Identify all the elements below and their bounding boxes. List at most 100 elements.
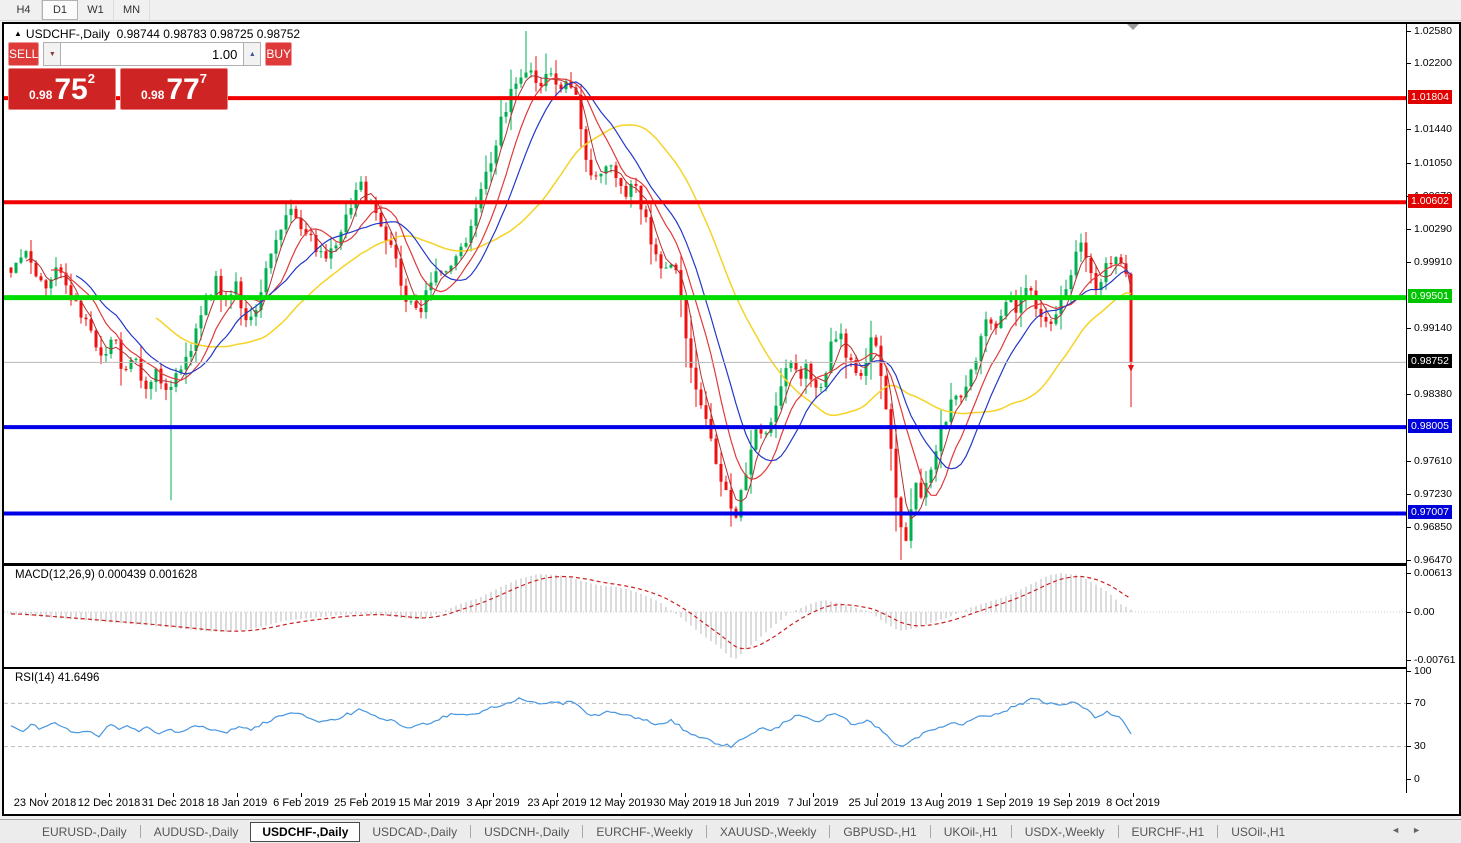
buy-price-sup: 7 [199,71,207,86]
date-label: 8 Oct 2019 [1106,797,1160,809]
chart-legend: ▲ USDCHF-,Daily 0.98744 0.98783 0.98725 0… [14,27,300,41]
rsi-tick: 70 [1414,697,1426,709]
tab-divider [139,825,141,838]
tab-divider [1117,825,1119,838]
time-axis[interactable]: 23 Nov 2018 12 Dec 2018 31 Dec 2018 18 Jan … [4,793,1406,814]
date-label: 19 Sep 2019 [1037,797,1101,809]
chart-tab-usdx-weekly[interactable]: USDX-,Weekly [1024,824,1105,839]
date-tick-mark [429,793,430,797]
current-price-badge: 0.98752 [1408,354,1452,368]
chart-shift-icon[interactable] [1126,24,1140,30]
chart-tab-ukoil-h1[interactable]: UKOil-,H1 [943,824,998,839]
volume-increase-button[interactable]: ▲ [243,42,262,66]
tab-divider [1217,825,1219,838]
ohlc-values: 0.98744 0.98783 0.98725 0.98752 [116,27,301,41]
date-label: 15 Mar 2019 [398,797,460,809]
tab-divider [470,825,472,838]
rsi-tick: 0 [1414,773,1420,785]
candlestick-chart[interactable] [4,24,1406,563]
symbol-period-label: USDCHF-,Daily [25,27,110,41]
tick-mark [1407,573,1411,574]
chart-tab-usoil-h1[interactable]: USOil-,H1 [1231,824,1286,839]
date-label: 12 Dec 2018 [77,797,141,809]
date-label: 6 Feb 2019 [273,797,329,809]
rsi-tick: 100 [1414,665,1432,677]
collapse-triangle-icon[interactable]: ▲ [14,29,22,38]
price-tick: 1.01440 [1414,123,1452,135]
tick-mark [1407,779,1411,780]
chart-tab-usdchf-daily[interactable]: USDCHF-,Daily [250,821,361,842]
volume-decrease-button[interactable]: ▼ [43,42,62,66]
buy-button[interactable]: BUY [265,42,293,66]
date-tick-mark [365,793,366,797]
date-label: 18 Jun 2019 [718,797,780,809]
chart-tab-eurusd-daily[interactable]: EURUSD-,Daily [42,824,127,839]
tick-mark [1407,129,1411,130]
sell-price-sup: 2 [87,71,95,86]
sell-price-box[interactable]: 0.98 75 2 [8,68,116,110]
timeframe-button-mn[interactable]: MN [114,0,150,20]
tick-mark [1407,31,1411,32]
price-tick: 0.98380 [1414,388,1452,400]
timeframe-button-d1[interactable]: D1 [42,0,78,20]
pane-separator[interactable] [4,563,1459,566]
buy-price-box[interactable]: 0.98 77 7 [120,68,228,110]
pane-separator[interactable] [4,667,1459,669]
date-tick-mark [301,793,302,797]
level-price-badge: 0.97007 [1408,505,1452,519]
rsi-chart [4,697,1406,749]
date-tick-mark [621,793,622,797]
date-label: 23 Nov 2018 [13,797,77,809]
price-tick: 0.96850 [1414,521,1452,533]
chart-tab-xauusd-weekly[interactable]: XAUUSD-,Weekly [719,824,817,839]
price-tick: 1.02200 [1414,57,1452,69]
price-tick: 1.00290 [1414,223,1452,235]
tick-mark [1407,703,1411,704]
chart-tab-bar: EURUSD-,Daily AUDUSD-,Daily USDCHF-,Daily U… [0,819,1461,843]
date-label: 3 Apr 2019 [466,797,520,809]
date-tick-mark [1005,793,1006,797]
date-tick-mark [109,793,110,797]
date-label: 12 May 2019 [589,797,653,809]
tick-mark [1407,671,1411,672]
macd-tick: 0.00613 [1414,567,1452,579]
tick-mark [1407,262,1411,263]
date-label: 7 Jul 2019 [787,797,839,809]
tick-mark [1407,494,1411,495]
chart-tab-eurchf-h1[interactable]: EURCHF-,H1 [1131,824,1205,839]
tab-divider [582,825,584,838]
sell-price-main: 75 [54,73,88,106]
date-label: 1 Sep 2019 [976,797,1034,809]
chart-tab-eurchf-weekly[interactable]: EURCHF-,Weekly [596,824,693,839]
chart-tab-audusd-daily[interactable]: AUDUSD-,Daily [153,824,239,839]
chart-tab-usdcad-daily[interactable]: USDCAD-,Daily [372,824,458,839]
level-price-badge: 0.99501 [1408,289,1452,303]
price-chart-pane[interactable]: ▲ USDCHF-,Daily 0.98744 0.98783 0.98725 0… [4,24,1406,563]
price-axis[interactable]: 1.025801.022001.014401.010501.006701.002… [1406,24,1459,793]
level-price-badge: 1.00602 [1408,194,1452,208]
rsi-indicator-pane[interactable]: RSI(14) 41.6496 [4,669,1406,793]
date-tick-mark [45,793,46,797]
tick-mark [1407,328,1411,329]
date-tick-mark [493,793,494,797]
chart-tab-gbpusd-h1[interactable]: GBPUSD-,H1 [843,824,917,839]
price-tick: 1.02580 [1414,25,1452,37]
rsi-label: RSI(14) 41.6496 [15,672,100,684]
price-tick: 0.96470 [1414,554,1452,566]
tick-mark [1407,163,1411,164]
tab-scroll-arrows[interactable]: ◄► [1391,825,1433,835]
timeframe-button-h4[interactable]: H4 [6,0,42,20]
macd-indicator-pane[interactable]: MACD(12,26,9) 0.000439 0.001628 [4,566,1406,667]
rsi-tick: 30 [1414,740,1426,752]
sell-button[interactable]: SELL [8,42,40,66]
price-tick: 0.99140 [1414,322,1452,334]
timeframe-button-w1[interactable]: W1 [78,0,114,20]
tick-mark [1407,394,1411,395]
chart-tab-usdcnh-daily[interactable]: USDCNH-,Daily [484,824,570,839]
volume-input[interactable] [61,42,244,66]
macd-chart [4,573,1406,659]
tab-divider [829,825,831,838]
date-tick-mark [237,793,238,797]
